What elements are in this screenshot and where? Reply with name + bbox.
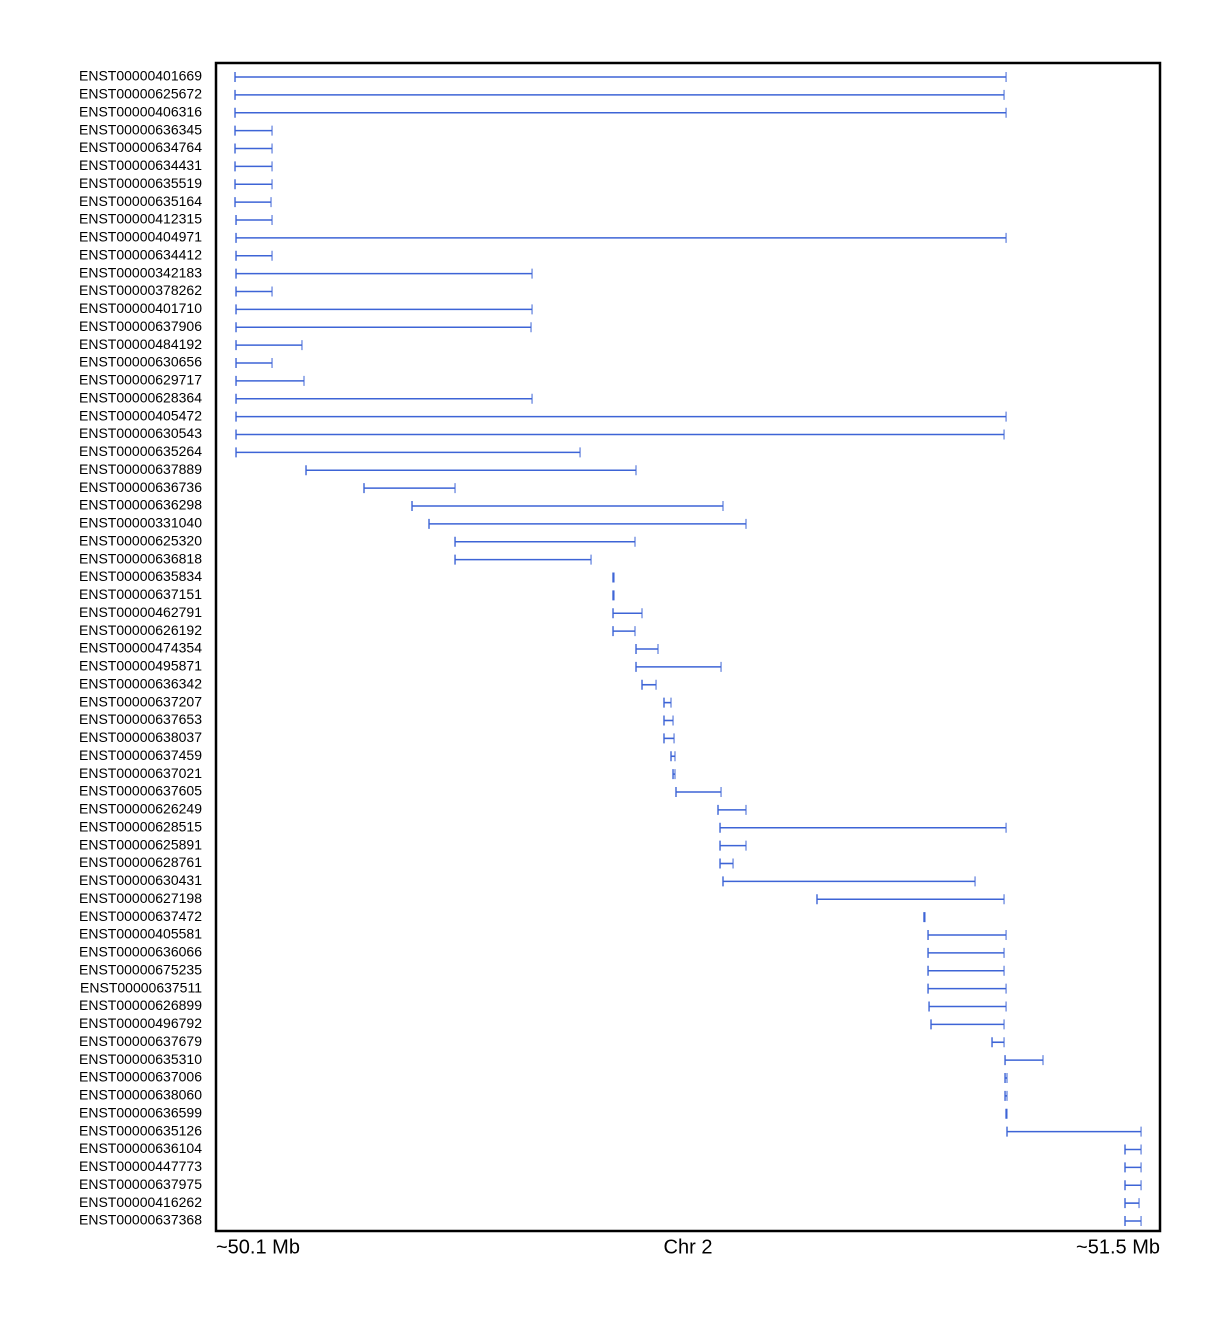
transcript-label: ENST00000474354 xyxy=(79,640,202,656)
transcript-label: ENST00000634412 xyxy=(79,246,202,262)
plot-frame xyxy=(214,61,1162,1233)
transcript-label: ENST00000635264 xyxy=(79,443,202,459)
transcript-label: ENST00000495871 xyxy=(79,658,202,674)
transcript-label: ENST00000416262 xyxy=(79,1194,202,1210)
transcript-label: ENST00000628364 xyxy=(79,389,202,405)
transcript-label: ENST00000378262 xyxy=(79,282,202,298)
transcript-label: ENST00000496792 xyxy=(79,1015,202,1031)
transcript-label: ENST00000637889 xyxy=(79,461,202,477)
x-axis-label: Chr 2 xyxy=(664,1236,713,1258)
transcript-label: ENST00000626249 xyxy=(79,801,202,817)
transcript-label: ENST00000626899 xyxy=(79,997,202,1013)
transcript-label: ENST00000637906 xyxy=(79,318,202,334)
transcript-label: ENST00000637207 xyxy=(79,693,202,709)
transcript-label: ENST00000629717 xyxy=(79,372,202,388)
transcript-label: ENST00000630543 xyxy=(79,425,202,441)
transcript-label: ENST00000630431 xyxy=(79,872,202,888)
transcript-label: ENST00000638060 xyxy=(79,1087,202,1103)
transcript-label: ENST00000635310 xyxy=(79,1051,202,1067)
transcript-label: ENST00000637006 xyxy=(79,1069,202,1085)
transcript-label: ENST00000342183 xyxy=(79,264,202,280)
transcript-label: ENST00000637151 xyxy=(79,586,202,602)
transcript-label: ENST00000637653 xyxy=(79,711,202,727)
transcript-label: ENST00000636818 xyxy=(79,550,202,566)
transcript-label: ENST00000331040 xyxy=(79,515,202,531)
transcript-label: ENST00000484192 xyxy=(79,336,202,352)
transcript-label: ENST00000405581 xyxy=(79,926,202,942)
transcript-label: ENST00000637679 xyxy=(79,1033,202,1049)
transcript-label: ENST00000401710 xyxy=(79,300,202,316)
transcript-label: ENST00000637605 xyxy=(79,783,202,799)
transcript-label: ENST00000637021 xyxy=(79,765,202,781)
transcript-label: ENST00000635164 xyxy=(79,193,202,209)
transcript-label: ENST00000634431 xyxy=(79,157,202,173)
transcript-label: ENST00000401669 xyxy=(79,68,202,84)
transcript-label: ENST00000635519 xyxy=(79,175,202,191)
transcript-label: ENST00000636599 xyxy=(79,1104,202,1120)
transcript-label: ENST00000412315 xyxy=(79,211,202,227)
transcript-label: ENST00000447773 xyxy=(79,1158,202,1174)
transcript-label: ENST00000637511 xyxy=(80,979,202,995)
transcript-label: ENST00000636066 xyxy=(79,944,202,960)
transcript-label: ENST00000404971 xyxy=(79,229,202,245)
transcript-label: ENST00000636345 xyxy=(79,121,202,137)
transcript-label: ENST00000637459 xyxy=(79,747,202,763)
transcript-label: ENST00000635834 xyxy=(79,568,202,584)
transcript-label: ENST00000626192 xyxy=(79,622,202,638)
transcript-label: ENST00000625891 xyxy=(79,836,202,852)
transcript-label: ENST00000636298 xyxy=(79,497,202,513)
transcript-label: ENST00000462791 xyxy=(79,604,202,620)
transcript-label: ENST00000628515 xyxy=(79,818,202,834)
transcript-label: ENST00000638037 xyxy=(79,729,202,745)
transcript-label: ENST00000636736 xyxy=(79,479,202,495)
x-tick-label: ~51.5 Mb xyxy=(1076,1236,1160,1258)
x-tick-label: ~50.1 Mb xyxy=(216,1236,300,1258)
transcript-label: ENST00000630656 xyxy=(79,354,202,370)
transcript-label: ENST00000625672 xyxy=(79,86,202,102)
transcript-label: ENST00000637368 xyxy=(79,1212,202,1228)
transcript-label: ENST00000628761 xyxy=(79,854,202,870)
transcript-label: ENST00000406316 xyxy=(79,103,202,119)
transcript-label: ENST00000636104 xyxy=(79,1140,202,1156)
transcript-label: ENST00000637975 xyxy=(79,1176,202,1192)
transcript-label: ENST00000635126 xyxy=(79,1122,202,1138)
transcript-label: ENST00000637472 xyxy=(79,908,202,924)
transcript-label: ENST00000636342 xyxy=(79,675,202,691)
transcript-label: ENST00000675235 xyxy=(79,961,202,977)
transcript-label: ENST00000405472 xyxy=(79,407,202,423)
transcript-label: ENST00000625320 xyxy=(79,532,202,548)
transcript-label: ENST00000627198 xyxy=(79,890,202,906)
transcript-label: ENST00000634764 xyxy=(79,139,202,155)
